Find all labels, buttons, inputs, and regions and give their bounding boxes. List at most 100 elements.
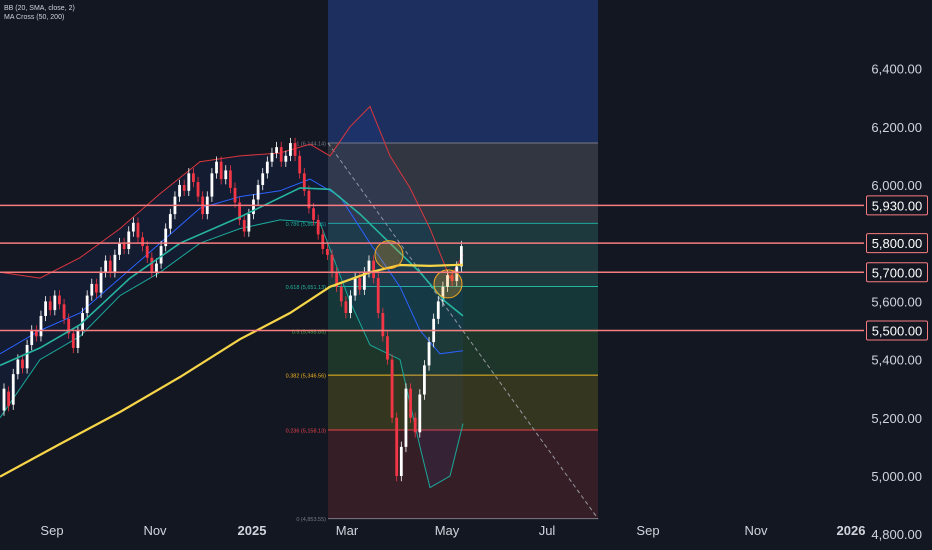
y-axis-tick-label[interactable]: 5,000.00 bbox=[871, 469, 922, 484]
level-price-box-inner[interactable] bbox=[867, 263, 927, 282]
candle-body[interactable] bbox=[275, 147, 278, 153]
candle-body[interactable] bbox=[261, 173, 265, 185]
candle-body[interactable] bbox=[256, 184, 260, 200]
candle[interactable] bbox=[224, 165, 228, 185]
candle-body[interactable] bbox=[390, 359, 394, 418]
candle-body[interactable] bbox=[178, 184, 181, 197]
candle-body[interactable] bbox=[76, 330, 80, 348]
candle[interactable] bbox=[2, 383, 6, 416]
candle[interactable] bbox=[30, 325, 34, 351]
x-axis-tick-label[interactable]: Sep bbox=[636, 523, 659, 538]
candle[interactable] bbox=[25, 339, 29, 374]
candle[interactable] bbox=[312, 203, 315, 226]
candle[interactable] bbox=[215, 156, 218, 179]
fibonacci-retracement[interactable]: 1 (6,144.14)0.786 (5,867.95)0.618 (5,651… bbox=[286, 0, 598, 523]
candle-body[interactable] bbox=[312, 208, 315, 220]
fib-label-0.618[interactable]: 0.618 (5,651.13) bbox=[286, 285, 327, 291]
candle-body[interactable] bbox=[122, 243, 126, 249]
fib-zone-0.236[interactable] bbox=[328, 429, 598, 519]
candle[interactable] bbox=[298, 150, 302, 179]
candle-body[interactable] bbox=[404, 388, 408, 447]
level-price-box-inner[interactable] bbox=[867, 321, 927, 340]
candle-body[interactable] bbox=[455, 266, 459, 281]
candle[interactable] bbox=[409, 383, 412, 424]
candle-body[interactable] bbox=[136, 222, 140, 238]
candle[interactable] bbox=[326, 243, 329, 261]
candle[interactable] bbox=[44, 296, 47, 322]
fib-zone-0.5[interactable] bbox=[328, 330, 598, 376]
ma-cross-indicator-label[interactable]: MA Cross (50, 200) bbox=[4, 14, 65, 21]
candle[interactable] bbox=[228, 165, 232, 194]
x-axis-tick-label[interactable]: Mar bbox=[336, 523, 359, 538]
candle[interactable] bbox=[164, 223, 168, 252]
candle[interactable] bbox=[182, 179, 186, 197]
candle[interactable] bbox=[7, 386, 11, 412]
candle-body[interactable] bbox=[233, 187, 237, 203]
y-axis-tick-label[interactable]: 5,600.00 bbox=[871, 294, 922, 309]
horizontal-levels[interactable]: 5,930.00 5,800.00 5,700.00 5,500.00 bbox=[0, 195, 928, 341]
candle-body[interactable] bbox=[376, 278, 380, 314]
bollinger-bands[interactable] bbox=[0, 105, 464, 489]
candle-body[interactable] bbox=[131, 222, 135, 232]
candle[interactable] bbox=[90, 278, 94, 301]
candle-body[interactable] bbox=[289, 143, 292, 156]
candle[interactable] bbox=[293, 137, 297, 162]
candle-body[interactable] bbox=[25, 345, 29, 369]
candle[interactable] bbox=[48, 296, 52, 316]
cross-circle-recent[interactable] bbox=[433, 269, 463, 299]
candle-body[interactable] bbox=[141, 237, 144, 247]
candle-body[interactable] bbox=[459, 246, 463, 267]
candle[interactable] bbox=[404, 383, 408, 453]
candle[interactable] bbox=[265, 156, 269, 179]
candle-body[interactable] bbox=[298, 155, 302, 174]
candle-body[interactable] bbox=[326, 248, 329, 255]
candle-body[interactable] bbox=[279, 147, 283, 162]
candle-body[interactable] bbox=[436, 301, 440, 319]
candle-body[interactable] bbox=[95, 283, 98, 293]
candle-body[interactable] bbox=[108, 260, 112, 273]
candle-body[interactable] bbox=[247, 214, 251, 232]
fib-label-0.236[interactable]: 0.236 (5,158.13) bbox=[286, 428, 327, 434]
level-price-label[interactable]: 5,800.00 bbox=[872, 236, 923, 251]
candle[interactable] bbox=[16, 354, 20, 380]
candle-body[interactable] bbox=[395, 417, 399, 476]
candle[interactable] bbox=[34, 325, 38, 342]
candle[interactable] bbox=[441, 281, 445, 307]
x-axis[interactable]: Sep Nov 2025 Mar May Jul Sep Nov 2026 bbox=[40, 523, 865, 538]
candle-body[interactable] bbox=[44, 301, 47, 316]
candle-body[interactable] bbox=[399, 446, 403, 476]
candle[interactable] bbox=[131, 217, 135, 237]
candle[interactable] bbox=[108, 255, 112, 278]
candle-body[interactable] bbox=[367, 260, 371, 273]
candle[interactable] bbox=[423, 360, 426, 400]
candle-body[interactable] bbox=[196, 182, 200, 197]
y-axis-tick-label[interactable]: 6,400.00 bbox=[871, 62, 922, 77]
candle[interactable] bbox=[150, 252, 154, 278]
candle-body[interactable] bbox=[284, 155, 288, 162]
candle[interactable] bbox=[21, 354, 24, 374]
candle-body[interactable] bbox=[219, 161, 223, 180]
candle[interactable] bbox=[436, 296, 440, 325]
bb-indicator-label[interactable]: BB (20, SMA, close, 2) bbox=[4, 5, 75, 12]
candle[interactable] bbox=[270, 147, 274, 167]
candle[interactable] bbox=[210, 168, 214, 202]
candle[interactable] bbox=[261, 168, 265, 191]
x-axis-tick-label[interactable]: Sep bbox=[40, 523, 63, 538]
candle-body[interactable] bbox=[48, 301, 52, 311]
fib-label-0.5[interactable]: 0.5 (5,498.85) bbox=[292, 329, 326, 335]
candle-body[interactable] bbox=[252, 199, 255, 215]
candle-body[interactable] bbox=[224, 170, 228, 180]
candle[interactable] bbox=[289, 137, 292, 162]
candle-body[interactable] bbox=[372, 260, 375, 279]
y-axis[interactable]: 6,400.00 6,200.00 6,000.00 5,600.00 5,400.00… bbox=[871, 62, 922, 543]
candle-body[interactable] bbox=[349, 295, 352, 314]
candle[interactable] bbox=[413, 412, 417, 438]
x-axis-tick-label[interactable]: 2025 bbox=[238, 523, 267, 538]
candle-body[interactable] bbox=[381, 313, 385, 337]
fib-zone-0.618[interactable] bbox=[328, 286, 598, 331]
candle[interactable] bbox=[399, 441, 403, 482]
candle[interactable] bbox=[104, 255, 108, 278]
candle[interactable] bbox=[418, 389, 422, 438]
x-axis-tick-label[interactable]: Jul bbox=[539, 523, 556, 538]
